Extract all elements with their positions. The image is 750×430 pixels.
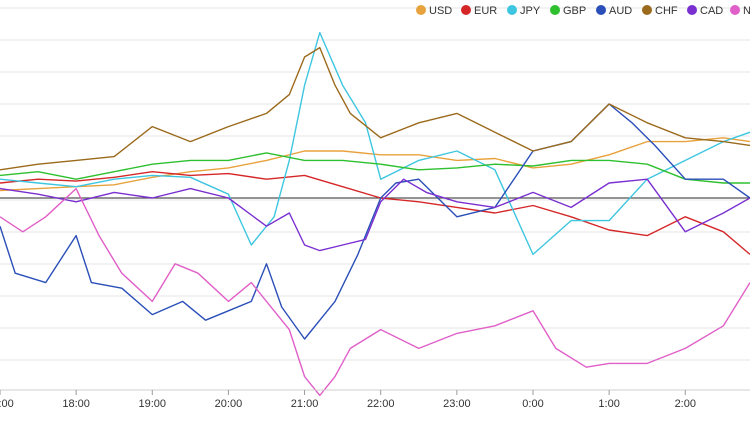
legend-label: JPY bbox=[520, 5, 541, 17]
series-line-usd bbox=[0, 137, 750, 192]
legend-swatch bbox=[416, 5, 426, 15]
x-tick-label: 18:00 bbox=[62, 398, 90, 410]
x-tick-label: 21:00 bbox=[291, 398, 319, 410]
legend-swatch bbox=[507, 5, 517, 15]
legend-item-eur[interactable]: EUR bbox=[461, 5, 497, 17]
legend-swatch bbox=[730, 5, 740, 15]
legend-swatch bbox=[687, 5, 697, 15]
series-line-jpy bbox=[0, 31, 750, 256]
series-line-chf bbox=[0, 46, 750, 171]
legend-item-usd[interactable]: USD bbox=[416, 5, 452, 17]
x-tick-label: 19:00 bbox=[139, 398, 167, 410]
legend-swatch bbox=[550, 5, 560, 15]
legend-label: USD bbox=[429, 5, 452, 17]
legend-label: CAD bbox=[700, 5, 723, 17]
legend-swatch bbox=[596, 5, 606, 15]
legend-item-chf[interactable]: CHF bbox=[642, 5, 678, 17]
legend-label: AUD bbox=[609, 5, 632, 17]
x-tick-label: 17:00 bbox=[0, 398, 14, 410]
legend-item-cad[interactable]: CAD bbox=[687, 5, 723, 17]
legend-item-jpy[interactable]: JPY bbox=[507, 5, 541, 17]
legend-label: GBP bbox=[563, 5, 586, 17]
series-line-gbp bbox=[0, 152, 750, 184]
legend[interactable]: USD EUR JPY GBP AUD CHF CAD NZD bbox=[416, 5, 750, 17]
series-line-cad bbox=[0, 178, 750, 252]
legend-label: EUR bbox=[474, 5, 497, 17]
legend-label: CHF bbox=[655, 5, 678, 17]
x-tick-label: 0:00 bbox=[522, 398, 543, 410]
horizontal-gridlines bbox=[0, 7, 750, 361]
x-tick-label: 2:00 bbox=[675, 398, 696, 410]
legend-item-aud[interactable]: AUD bbox=[596, 5, 632, 17]
legend-item-nzd[interactable]: NZD bbox=[730, 5, 750, 17]
x-axis-ticks: 17:00 18:00 19:00 20:00 21:00 22:00 23:00 0:00 1… bbox=[0, 390, 696, 410]
legend-swatch bbox=[642, 5, 652, 15]
x-tick-label: 1:00 bbox=[598, 398, 619, 410]
series-line-nzd bbox=[0, 187, 750, 397]
x-tick-label: 22:00 bbox=[367, 398, 395, 410]
x-tick-label: 20:00 bbox=[215, 398, 243, 410]
legend-label: NZD bbox=[743, 5, 750, 17]
series-line-aud bbox=[0, 103, 750, 340]
legend-swatch bbox=[461, 5, 471, 15]
series-lines bbox=[0, 31, 750, 397]
legend-item-gbp[interactable]: GBP bbox=[550, 5, 586, 17]
x-tick-label: 23:00 bbox=[443, 398, 471, 410]
